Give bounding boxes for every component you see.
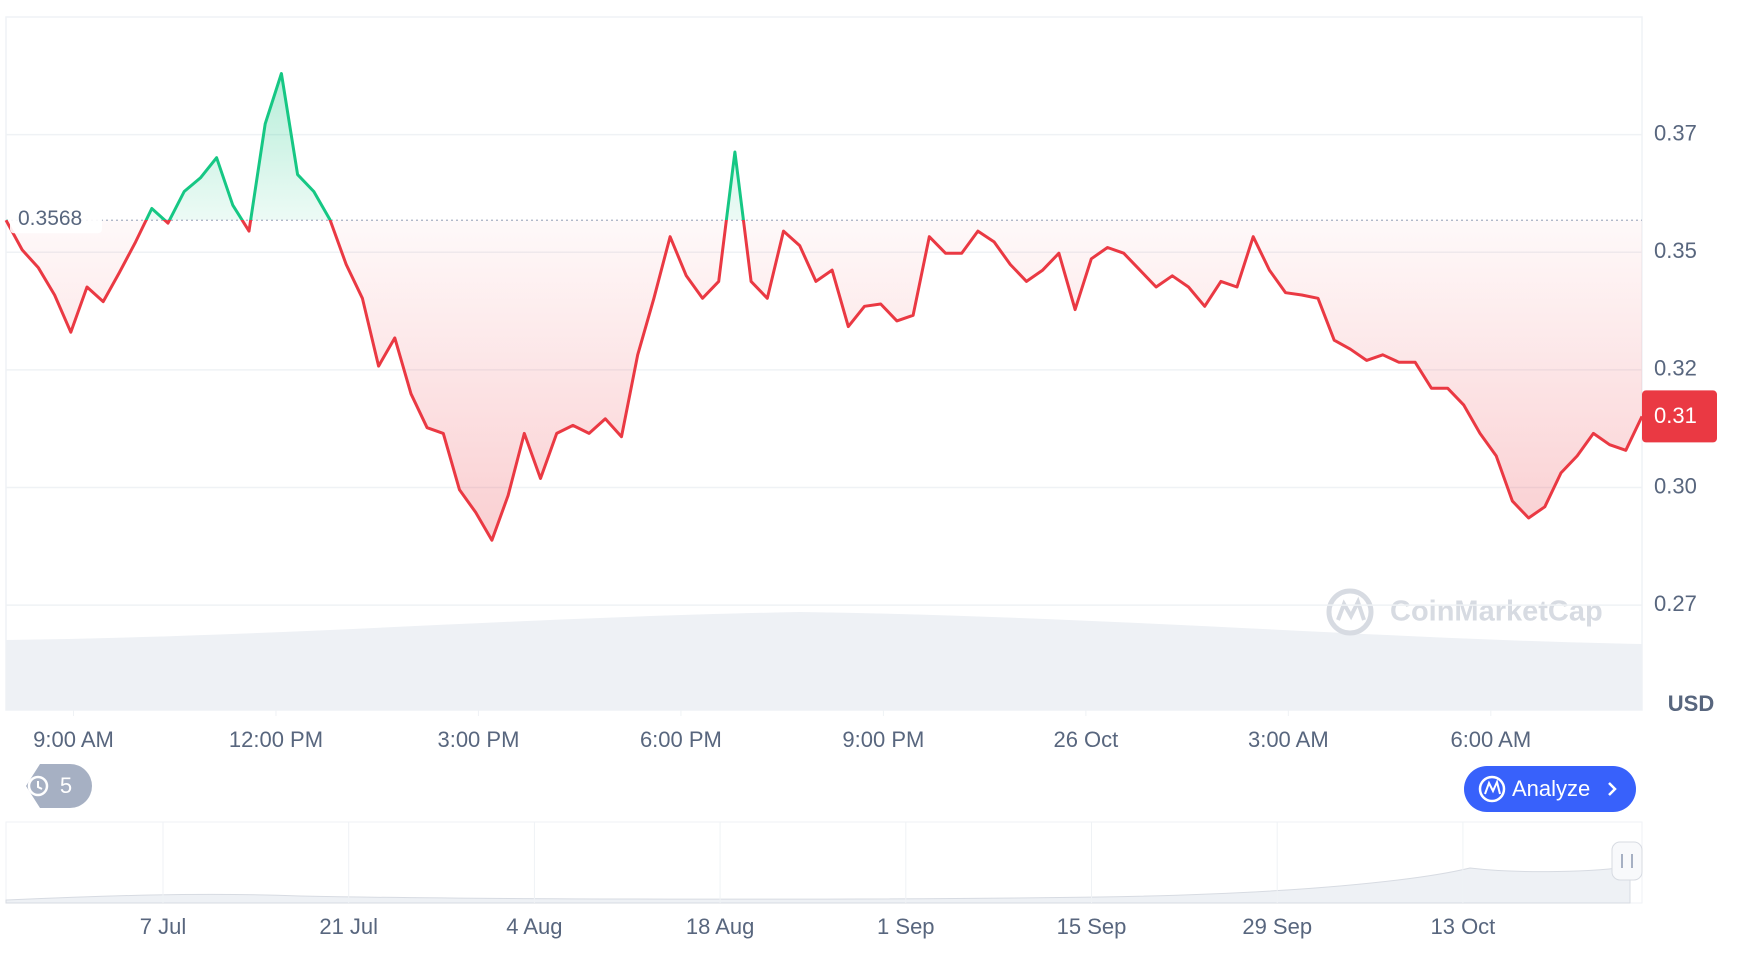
navigator-area xyxy=(5,865,1631,904)
x-tick-label: 9:00 PM xyxy=(842,727,924,752)
area-fill xyxy=(6,73,1642,541)
watermark-logo xyxy=(1326,588,1374,636)
navigator-label: 18 Aug xyxy=(686,914,755,939)
y-tick-label: 0.30 xyxy=(1654,473,1697,498)
last-price-label: 0.31 xyxy=(1654,403,1697,428)
navigator-handle[interactable] xyxy=(1611,841,1643,881)
navigator-label: 15 Sep xyxy=(1057,914,1127,939)
navigator-label: 21 Jul xyxy=(319,914,378,939)
x-tick-label: 9:00 AM xyxy=(33,727,114,752)
analyze-button[interactable]: Analyze xyxy=(1464,766,1636,812)
y-tick-label: 0.37 xyxy=(1654,120,1697,145)
x-tick-label: 3:00 PM xyxy=(437,727,519,752)
navigator-label: 4 Aug xyxy=(506,914,562,939)
x-tick-label: 12:00 PM xyxy=(229,727,323,752)
volume-area xyxy=(6,612,1642,710)
navigator-label: 7 Jul xyxy=(140,914,186,939)
history-badge[interactable]: 5 xyxy=(26,764,92,808)
history-count: 5 xyxy=(60,773,72,798)
price-line xyxy=(4,72,1644,542)
x-tick-label: 6:00 AM xyxy=(1450,727,1531,752)
x-tick-label: 6:00 PM xyxy=(640,727,722,752)
baseline-label: 0.3568 xyxy=(18,207,82,230)
x-tick-label: 3:00 AM xyxy=(1248,727,1329,752)
y-tick-label: 0.27 xyxy=(1654,591,1697,616)
analyze-label: Analyze xyxy=(1512,776,1590,801)
x-tick-label: 26 Oct xyxy=(1053,727,1118,752)
currency-label: USD xyxy=(1668,691,1714,716)
last-price-tag xyxy=(1642,390,1717,443)
navigator-label: 29 Sep xyxy=(1242,914,1312,939)
y-tick-label: 0.35 xyxy=(1654,238,1697,263)
y-tick-label: 0.32 xyxy=(1654,356,1697,381)
watermark: CoinMarketCap xyxy=(1390,596,1603,628)
navigator-label: 13 Oct xyxy=(1430,914,1495,939)
navigator-label: 1 Sep xyxy=(877,914,935,939)
baseline-label-bg xyxy=(10,203,102,234)
